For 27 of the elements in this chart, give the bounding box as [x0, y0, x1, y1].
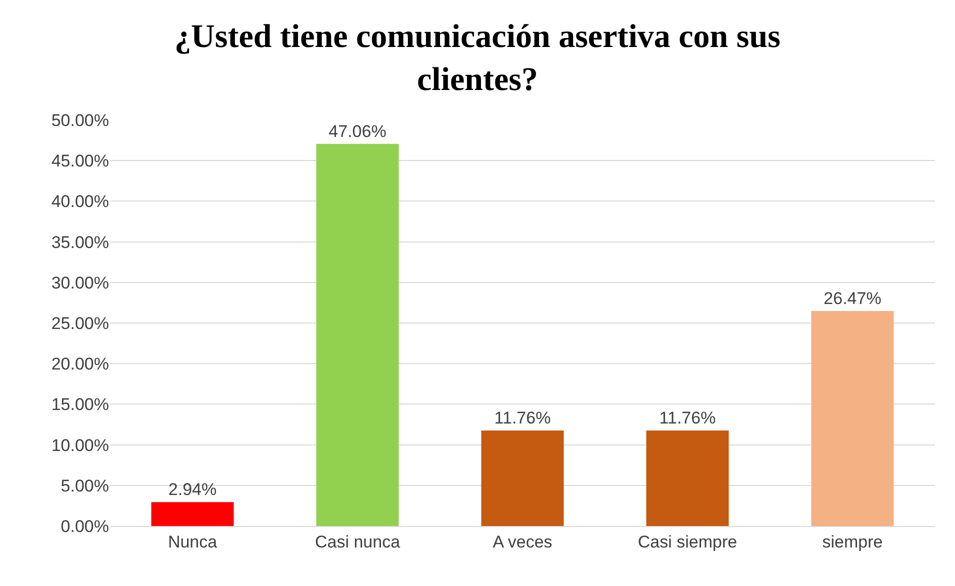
- x-tick-label: Casi nunca: [314, 532, 401, 552]
- y-tick-label: 40.00%: [51, 192, 109, 212]
- y-tick-label: 10.00%: [51, 436, 109, 455]
- bar: [811, 311, 894, 526]
- y-tick-label: 45.00%: [51, 152, 109, 171]
- y-tick-label: 20.00%: [51, 354, 109, 374]
- chart-title: ¿Usted tiene comunicación asertiva con sus clientes?: [174, 18, 781, 98]
- x-tick-label: siempre: [822, 532, 883, 552]
- y-tick-label: 30.00%: [51, 273, 109, 292]
- x-tick-label: Casi siempre: [638, 532, 738, 552]
- y-tick-label: 5.00%: [60, 476, 109, 496]
- y-tick-label: 0.00%: [60, 516, 109, 536]
- bar: [151, 502, 234, 526]
- bar: [316, 144, 399, 526]
- y-tick-label: 35.00%: [51, 232, 109, 252]
- y-tick-label: 15.00%: [51, 395, 109, 414]
- data-label: 47.06%: [328, 122, 386, 141]
- x-tick-label: A veces: [492, 532, 552, 552]
- data-label: 11.76%: [659, 408, 716, 428]
- data-label: 11.76%: [494, 408, 551, 428]
- data-label: 2.94%: [168, 480, 217, 500]
- x-tick-label: Nunca: [168, 532, 218, 552]
- bar: [481, 430, 564, 526]
- data-label: 26.47%: [824, 289, 882, 308]
- bar: [646, 430, 729, 526]
- y-tick-label: 25.00%: [51, 314, 109, 333]
- y-tick-label: 50.00%: [51, 110, 109, 130]
